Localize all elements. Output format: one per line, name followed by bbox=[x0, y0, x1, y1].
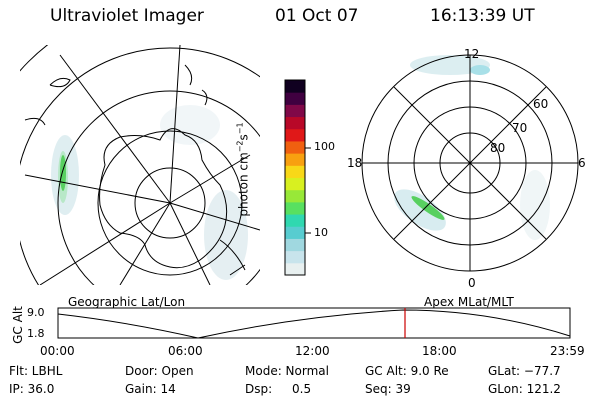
time-label: 16:13:39 UT bbox=[430, 6, 535, 26]
timeline-y-tick-top: 9.0 bbox=[27, 306, 45, 319]
glon-info: GLon: 121.2 bbox=[488, 382, 561, 396]
door-info: Door: Open bbox=[125, 364, 194, 378]
auroral-emission bbox=[51, 105, 248, 280]
colorbar-segment bbox=[285, 250, 305, 264]
altitude-timeline bbox=[57, 307, 571, 339]
mlt-label-0: 0 bbox=[468, 276, 476, 290]
colorbar-segment bbox=[285, 80, 305, 93]
colorbar-segment bbox=[285, 153, 305, 166]
magnetic-caption: Apex MLat/MLT bbox=[424, 295, 514, 309]
colorbar-unit-label: photon cm−2s−1 bbox=[235, 122, 251, 217]
dsp-value: 0.5 bbox=[292, 382, 312, 396]
timeline-x-tick-2: 12:00 bbox=[295, 344, 330, 358]
geographic-map bbox=[20, 45, 260, 285]
colorbar-segment bbox=[285, 177, 305, 191]
gain-info: Gain: 14 bbox=[125, 382, 176, 396]
colorbar-segment bbox=[285, 165, 305, 178]
mode-info: Mode: Normal bbox=[245, 364, 329, 378]
colorbar-segment bbox=[285, 238, 305, 252]
dsp-label: Dsp: bbox=[245, 382, 273, 396]
colorbar-tick-100: 100 bbox=[314, 140, 335, 153]
coastline-icon bbox=[99, 128, 228, 269]
gc-alt-info: GC Alt: 9.0 Re bbox=[365, 364, 449, 378]
geographic-caption: Geographic Lat/Lon bbox=[68, 295, 186, 309]
mlat-label-60: 60 bbox=[533, 97, 549, 111]
date-label: 01 Oct 07 bbox=[275, 6, 359, 26]
mlt-label-6: 6 bbox=[578, 156, 586, 170]
colorbar-segment bbox=[285, 214, 305, 227]
timeline-x-tick-1: 06:00 bbox=[168, 344, 203, 358]
ip-info: IP: 36.0 bbox=[9, 382, 55, 396]
colorbar-segment bbox=[285, 104, 305, 118]
mlt-label-18: 18 bbox=[347, 156, 363, 170]
timeline-y-tick-bottom: 1.8 bbox=[27, 327, 45, 340]
timeline-x-tick-0: 00:00 bbox=[40, 344, 75, 358]
colorbar-segment bbox=[285, 116, 305, 130]
timeline-y-label: GC Alt bbox=[10, 306, 25, 344]
auroral-emission bbox=[394, 55, 550, 240]
colorbar-segment bbox=[285, 189, 305, 203]
glat-info: GLat: −77.7 bbox=[488, 364, 561, 378]
colorbar-segment bbox=[285, 140, 305, 154]
colorbar-gradient bbox=[285, 80, 305, 276]
seq-info: Seq: 39 bbox=[365, 382, 411, 396]
mlat-label-80: 80 bbox=[490, 141, 506, 155]
colorbar-segment bbox=[285, 262, 305, 276]
colorbar-segment bbox=[285, 128, 305, 142]
mlt-label-12: 12 bbox=[464, 47, 480, 61]
colorbar-tick-10: 10 bbox=[314, 226, 328, 239]
instrument-title: Ultraviolet Imager bbox=[50, 6, 204, 26]
colorbar-segment bbox=[285, 92, 305, 105]
timeline-x-tick-4: 23:59 bbox=[550, 344, 585, 358]
filter-info: Flt: LBHL bbox=[9, 364, 63, 378]
colorbar-segment bbox=[285, 201, 305, 215]
mlat-label-70: 70 bbox=[512, 121, 528, 135]
magnetic-map bbox=[361, 54, 579, 272]
colorbar-segment bbox=[285, 226, 305, 239]
timeline-x-tick-3: 18:00 bbox=[422, 344, 457, 358]
